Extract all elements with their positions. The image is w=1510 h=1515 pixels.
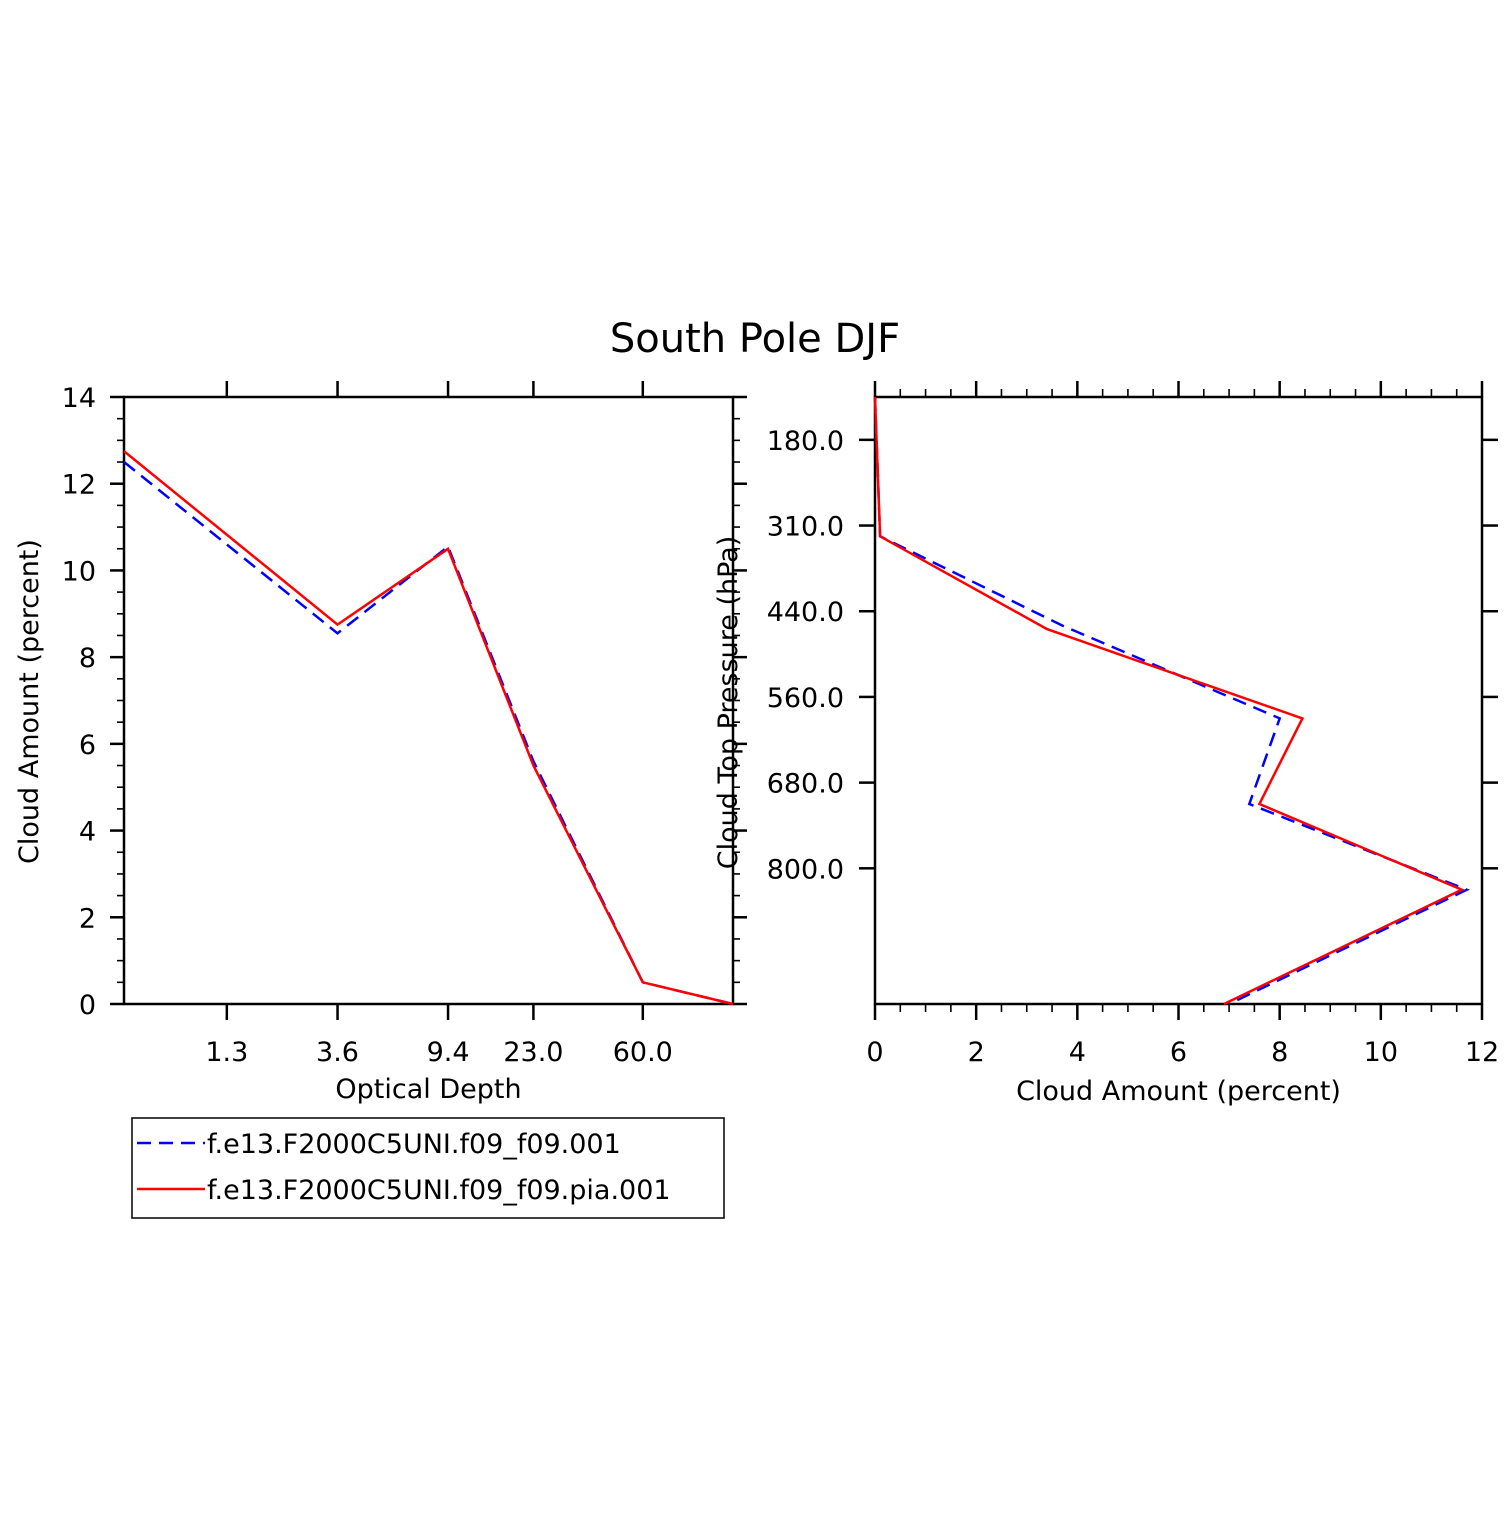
left-x-tick-label: 3.6 — [316, 1037, 359, 1068]
right-series-line-2 — [873, 396, 1465, 1006]
right-x-tick-label: 10 — [1364, 1037, 1398, 1068]
left-y-tick-label: 4 — [79, 817, 96, 848]
right-x-tick-label: 4 — [1069, 1037, 1086, 1068]
left-y-tick-label: 6 — [79, 730, 96, 761]
left-x-tick-label: 23.0 — [503, 1037, 563, 1068]
legend-label-1: f.e13.F2000C5UNI.f09_f09.001 — [207, 1129, 621, 1160]
left-y-axis-title: Cloud Amount (percent) — [14, 539, 45, 864]
left-plot-frame — [122, 395, 735, 1006]
legend-label-2: f.e13.F2000C5UNI.f09_f09.pia.001 — [207, 1175, 671, 1206]
left-y-tick-label: 2 — [79, 903, 96, 934]
left-y-tick-label: 8 — [79, 643, 96, 674]
right-y-tick-label: 310.0 — [767, 512, 844, 543]
right-y-tick-label: 800.0 — [767, 854, 844, 885]
legend: f.e13.F2000C5UNI.f09_f09.001 f.e13.F2000… — [131, 1117, 725, 1219]
right-y-tick-label: 560.0 — [767, 683, 844, 714]
right-x-tick-label: 12 — [1465, 1037, 1499, 1068]
left-x-axis-title: Optical Depth — [335, 1074, 521, 1105]
left-y-tick-label: 0 — [79, 990, 96, 1021]
chart-title: South Pole DJF — [610, 316, 900, 362]
left-y-tick-label: 10 — [62, 556, 96, 587]
right-y-tick-label: 680.0 — [767, 769, 844, 800]
right-y-tick-label: 440.0 — [767, 597, 844, 628]
right-y-tick-label: 180.0 — [767, 426, 844, 457]
left-x-tick-label: 60.0 — [613, 1037, 673, 1068]
legend-box — [131, 1117, 725, 1219]
left-y-tick-label: 14 — [62, 383, 96, 414]
right-panel: 0 2 4 6 8 10 12 180.0 310.0 440.0 560.0 680.0 800.0 C… — [713, 381, 1499, 1107]
right-x-tick-label: 2 — [968, 1037, 985, 1068]
right-x-tick-label: 8 — [1271, 1037, 1288, 1068]
left-series-line-1 — [123, 461, 734, 1006]
left-x-tick-label: 9.4 — [427, 1037, 470, 1068]
left-panel: 0 2 4 6 8 10 12 14 1.3 3.6 9.4 23.0 60.0 Optical Dept… — [14, 381, 747, 1105]
left-x-tick-label: 1.3 — [205, 1037, 248, 1068]
right-series-line-1 — [873, 396, 1470, 1006]
right-y-axis-title: Cloud Top Pressure (hPa) — [713, 536, 744, 870]
right-x-axis-title: Cloud Amount (percent) — [1016, 1076, 1341, 1107]
right-x-tick-label: 0 — [866, 1037, 883, 1068]
right-plot-frame — [873, 395, 1484, 1006]
left-y-tick-label: 12 — [62, 470, 96, 501]
left-series-line-2 — [123, 450, 734, 1006]
right-x-tick-label: 6 — [1170, 1037, 1187, 1068]
